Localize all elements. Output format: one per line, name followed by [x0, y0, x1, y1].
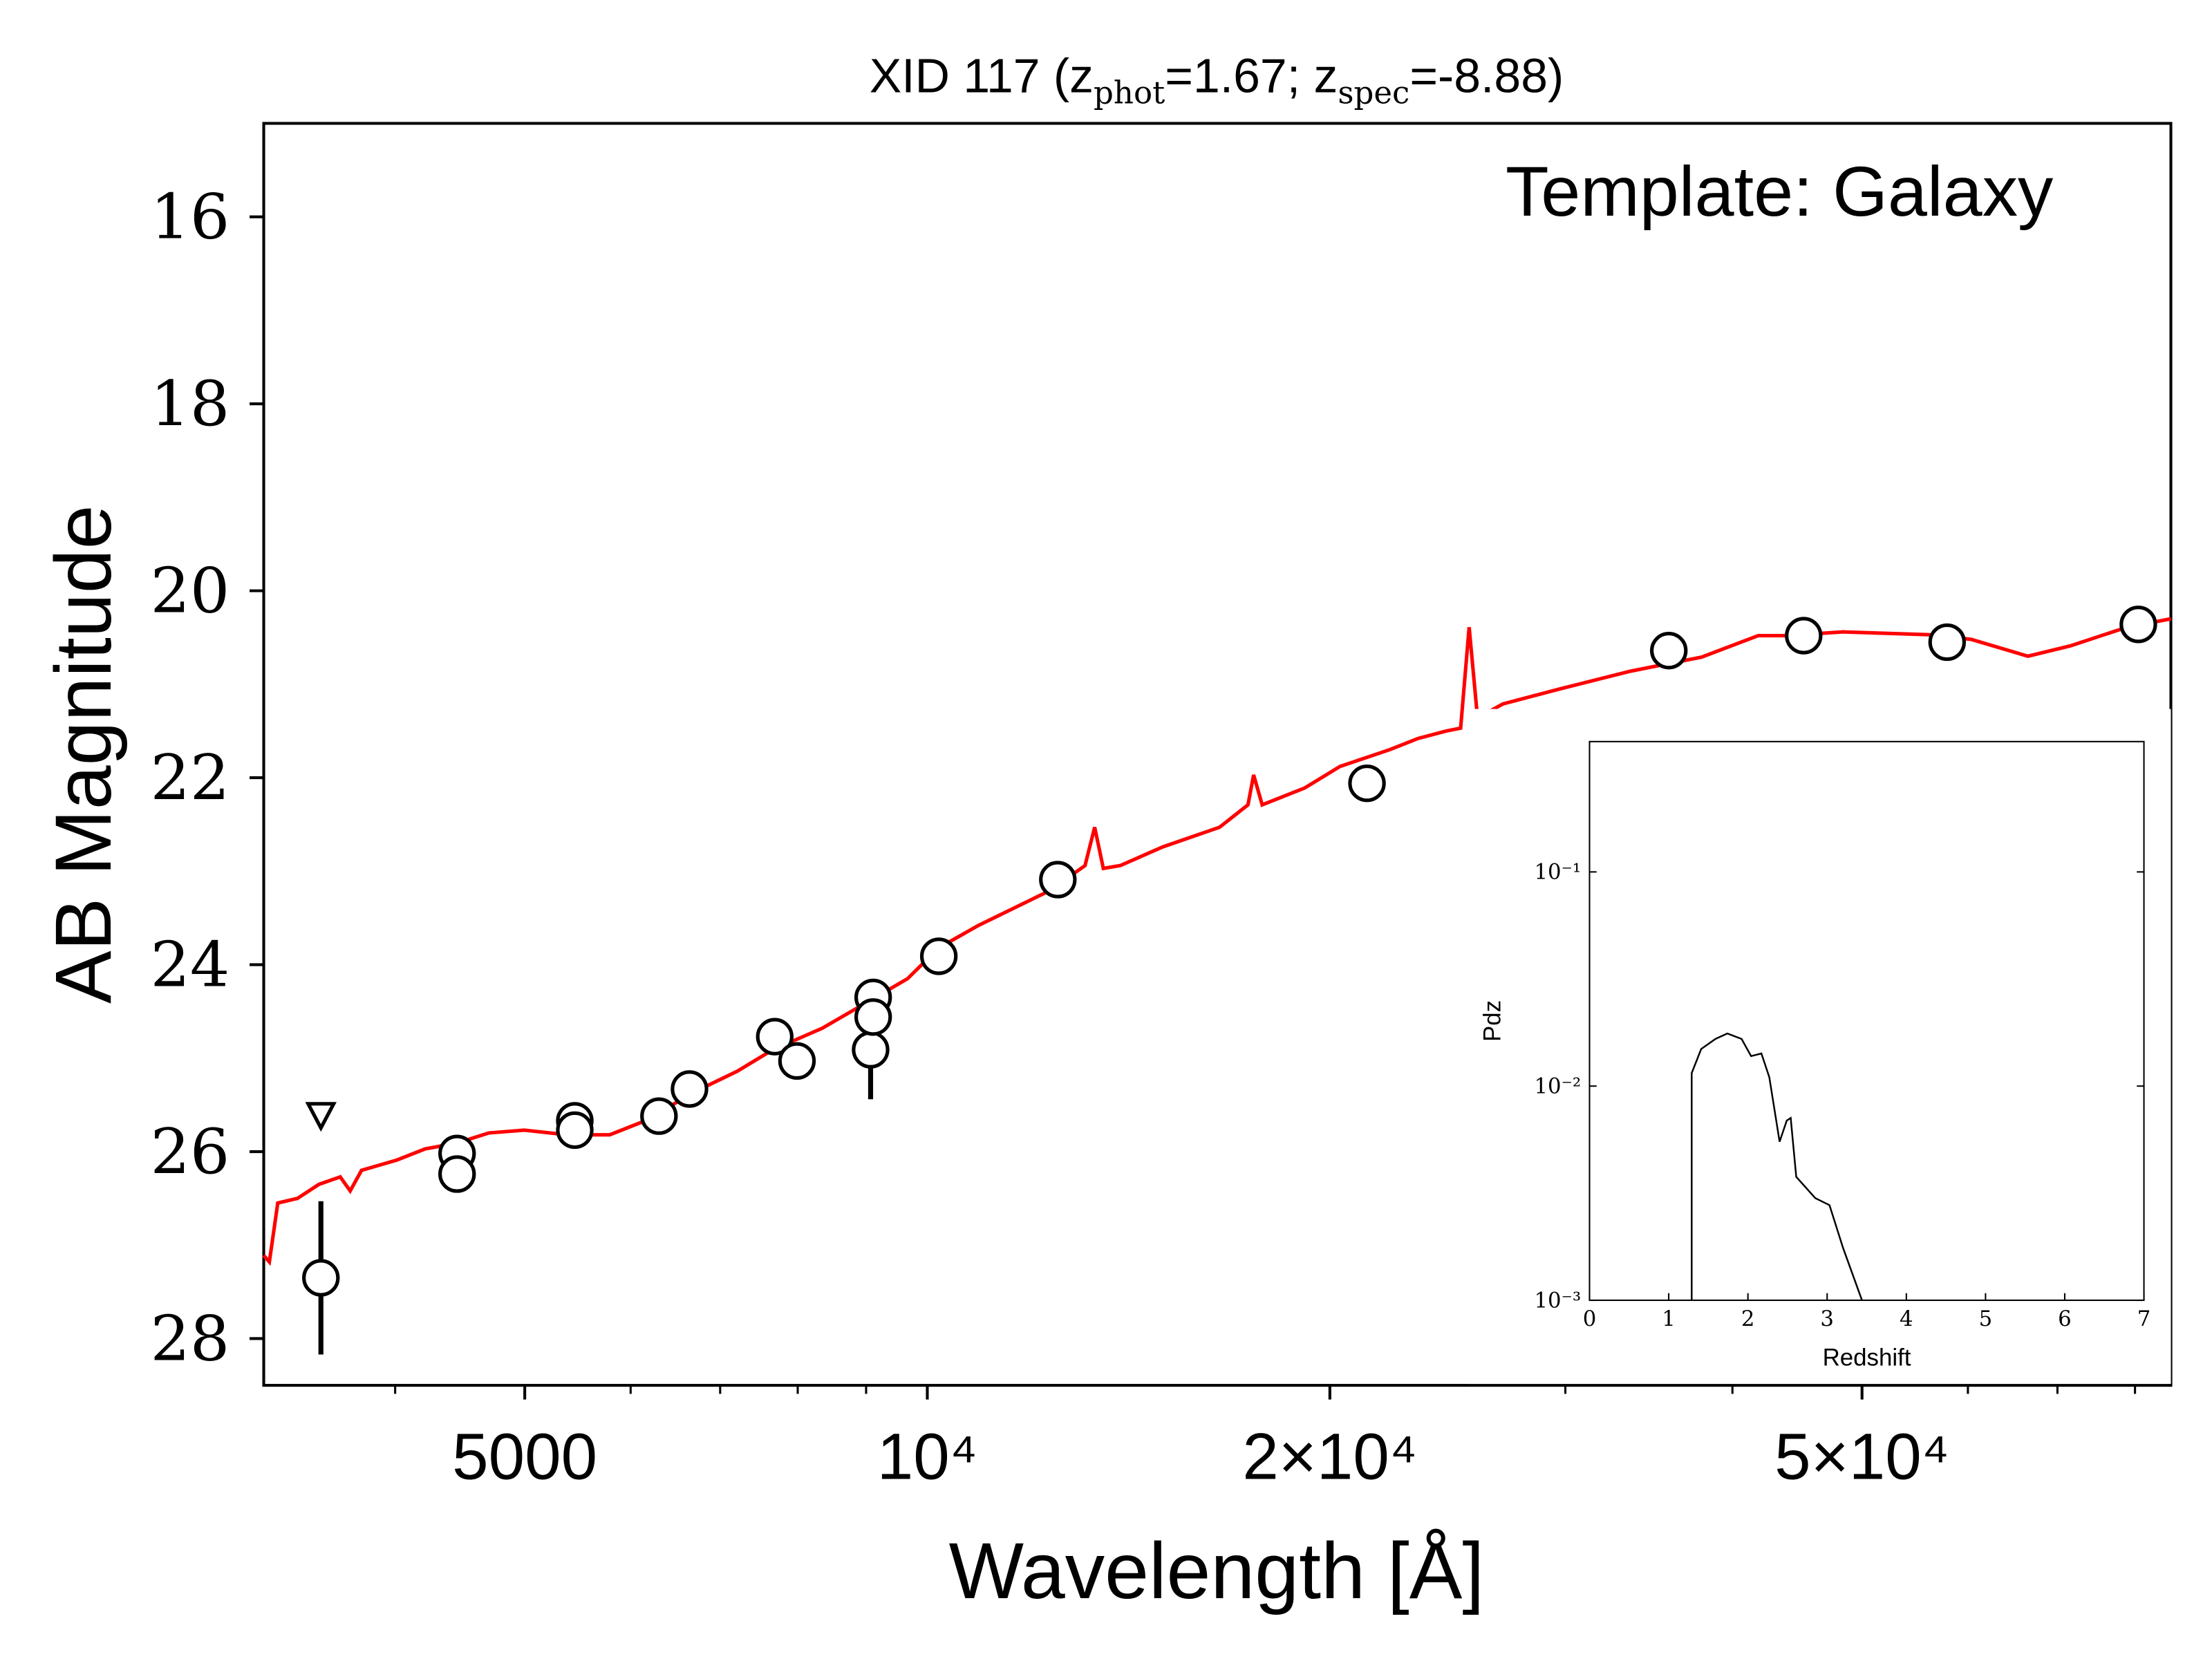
upper-limit: [305, 1102, 337, 1132]
x-tick-label: 2: [1741, 1306, 1755, 1331]
x-tick-label: 6: [2058, 1306, 2072, 1331]
x-tick-label: 10⁴: [877, 1420, 977, 1492]
x-tick-label: 0: [1583, 1306, 1597, 1331]
y-axis-label: Pdz: [1479, 1000, 1506, 1042]
photometry-point: [756, 1018, 794, 1056]
title-subscript: spec: [1338, 75, 1409, 111]
x-tick-label: 2×10⁴: [1242, 1420, 1417, 1492]
y-tick-label: 10⁻¹: [1534, 860, 1581, 885]
x-tick-label: 7: [2137, 1306, 2151, 1331]
photometry-point: [1928, 623, 1966, 662]
y-tick-label: 22: [150, 742, 229, 814]
photometry-point: [556, 1111, 594, 1150]
x-tick-label: 5×10⁴: [1774, 1420, 1949, 1492]
photometry-point: [2119, 606, 2157, 644]
y-tick-label: 20: [150, 554, 229, 627]
photometry-point: [1650, 631, 1688, 670]
photometry-point: [1348, 765, 1386, 803]
y-tick-label: 18: [150, 368, 229, 440]
photometry-point: [438, 1155, 476, 1193]
inset-background: [1469, 709, 2171, 1385]
pdz-line: [1691, 1032, 1863, 1301]
y-tick-label: 10⁻²: [1534, 1074, 1581, 1098]
title-part: XID 117 (z: [870, 48, 1094, 102]
photometry-point: [1785, 617, 1823, 655]
x-tick-label: 5: [1979, 1306, 1993, 1331]
x-axis-label: Wavelength [Å]: [949, 1527, 1485, 1615]
title-part: =-8.88): [1409, 48, 1564, 102]
x-tick-label: 3: [1820, 1306, 1834, 1331]
y-tick-label: 26: [150, 1116, 229, 1188]
x-axis-label: Redshift: [1823, 1344, 1911, 1371]
title-subscript: phot: [1094, 75, 1165, 111]
photometry-point: [778, 1042, 816, 1080]
title-part: =1.67; z: [1165, 48, 1338, 102]
inset-frame: [1588, 740, 2145, 1302]
chart-title: XID 117 (zphot=1.67; zspec=-8.88): [870, 48, 1564, 111]
y-tick-label: 16: [150, 180, 229, 253]
photometry-point: [671, 1070, 709, 1108]
x-tick-label: 4: [1900, 1306, 1913, 1331]
photometry-point: [1039, 861, 1077, 899]
photometry-point: [919, 937, 958, 975]
annotation: Template: Galaxy: [1506, 151, 2054, 231]
photometry-point: [302, 1259, 340, 1297]
x-tick-label: 1: [1662, 1306, 1676, 1331]
y-tick-label: 28: [150, 1302, 229, 1375]
x-tick-label: 5000: [452, 1420, 597, 1492]
y-axis-label: AB Magnitude: [39, 505, 128, 1004]
y-tick-label: 10⁻³: [1534, 1288, 1581, 1313]
photometry-point: [852, 1031, 890, 1069]
photometry-point: [640, 1097, 678, 1135]
y-tick-label: 24: [150, 928, 229, 1001]
model-line: [262, 617, 2172, 1266]
photometry-point: [854, 998, 892, 1036]
